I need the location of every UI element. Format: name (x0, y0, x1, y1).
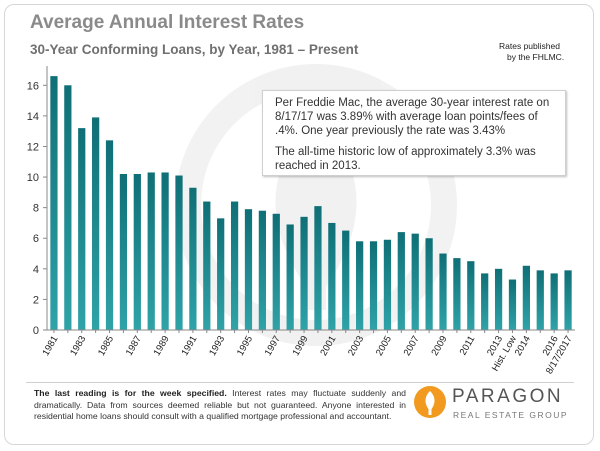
bar-1999 (300, 216, 308, 330)
bar-1993 (217, 218, 225, 330)
annotation-box: Per Freddie Mac, the average 30-year int… (262, 90, 566, 176)
bar-2009 (439, 253, 447, 330)
chart-title: Average Annual Interest Rates (30, 12, 305, 33)
x-tick-label: 1995 (235, 334, 255, 358)
bar-1995 (244, 209, 253, 330)
x-tick-label: 1993 (207, 334, 227, 358)
x-tick-label: 1989 (152, 334, 172, 358)
bar-8-17-2017 (564, 270, 572, 330)
bar-2001 (328, 222, 336, 330)
bar-2010 (453, 258, 461, 330)
x-tick-label: 1991 (179, 334, 199, 358)
x-tick-label: 1981 (40, 334, 60, 358)
disclaimer-bold: The last reading is for the week specifi… (34, 388, 227, 398)
bar-1994 (230, 201, 239, 330)
bar-1988 (147, 172, 155, 330)
bar-1989 (161, 172, 169, 330)
bar-2016 (550, 273, 558, 330)
paragon-logo-icon (414, 386, 446, 418)
y-tick-label: 6 (33, 233, 39, 245)
bar-2007 (411, 233, 419, 330)
bar-2014 (522, 265, 530, 330)
y-tick-label: 4 (33, 264, 39, 276)
bar-1987 (133, 174, 141, 330)
y-tick-label: 14 (27, 111, 39, 123)
bar-2011 (467, 261, 475, 330)
x-tick-label: 2009 (430, 334, 450, 358)
bar-1990 (175, 175, 183, 330)
logo-tagline: REAL ESTATE GROUP (453, 410, 569, 420)
bar-1996 (258, 210, 266, 330)
x-tick-label: 1985 (96, 334, 116, 358)
x-tick-label: 2007 (402, 334, 422, 358)
y-tick-label: 0 (33, 325, 39, 337)
bar-2013 (494, 268, 503, 330)
y-tick-label: 12 (27, 141, 39, 153)
annotation-paragraph-2: The all-time historic low of approximate… (275, 146, 536, 172)
bar-2005 (383, 239, 392, 330)
bar-2006 (397, 232, 405, 330)
bar-1991 (189, 187, 197, 330)
chart-frame (4, 4, 594, 445)
x-tick-label: 2011 (458, 334, 478, 357)
y-tick-label: 10 (27, 172, 39, 184)
bar-1998 (286, 224, 294, 330)
bar-1997 (272, 213, 280, 330)
bar-2000 (314, 206, 322, 330)
bar-hist-low (508, 279, 517, 330)
x-tick-label: 1983 (68, 334, 88, 358)
source-note-line2: by the FHLMC. (507, 52, 565, 62)
bar-2002 (342, 230, 350, 330)
x-tick-label: 2005 (374, 334, 394, 358)
bar-1984 (92, 117, 100, 330)
bar-2003 (356, 241, 364, 330)
bar-1982 (64, 85, 72, 330)
bar-1981 (50, 76, 58, 331)
chart-subtitle: 30-Year Conforming Loans, by Year, 1981 … (30, 42, 359, 57)
y-tick-label: 2 (33, 294, 39, 306)
y-tick-label: 16 (27, 80, 39, 92)
footer-divider (26, 382, 574, 383)
bar-1992 (203, 201, 211, 330)
logo-name: PARAGON (452, 386, 564, 407)
disclaimer-text: The last reading is for the week specifi… (34, 388, 406, 423)
bar-1983 (78, 128, 86, 330)
x-tick-label: 1987 (124, 334, 144, 358)
bar-2004 (369, 241, 378, 330)
bar-2015 (536, 270, 544, 330)
bar-1985 (105, 140, 114, 330)
annotation-paragraph-1: Per Freddie Mac, the average 30-year int… (275, 97, 550, 137)
bar-1986 (119, 174, 128, 330)
y-tick-label: 8 (33, 203, 39, 215)
disclaimer-body: Interest rates may fluctuate suddenly an… (34, 388, 406, 421)
source-note-line1: Rates published (499, 41, 560, 51)
source-note: Rates published by the FHLMC. (499, 41, 579, 63)
x-tick-label: 2014 (513, 334, 533, 358)
bar-2012 (481, 273, 489, 330)
bar-2008 (425, 238, 433, 330)
